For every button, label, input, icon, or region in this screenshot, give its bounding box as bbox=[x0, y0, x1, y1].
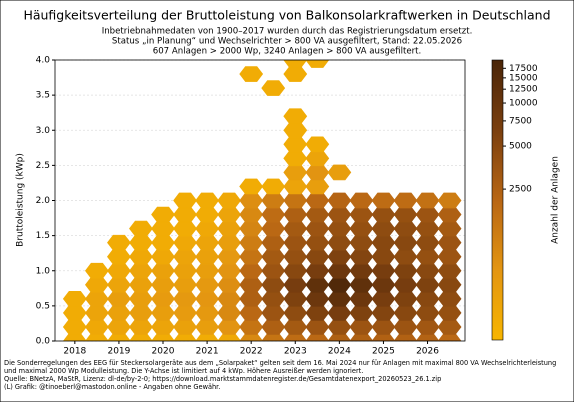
y-axis-label: Bruttoleistung (kWp) bbox=[16, 153, 26, 247]
y-tick-label: 0.5 bbox=[36, 301, 50, 311]
y-tick-label: 4.0 bbox=[36, 56, 51, 66]
subtitle: 607 Anlagen > 2000 Wp, 3240 Anlagen > 80… bbox=[153, 47, 422, 57]
x-tick-label: 2022 bbox=[240, 347, 263, 357]
subtitle: Status „in Planung“ und Wechselrichter >… bbox=[112, 37, 462, 47]
colorbar-tick-label: 5000 bbox=[509, 142, 532, 152]
x-tick-label: 2021 bbox=[196, 347, 219, 357]
x-tick-label: 2025 bbox=[372, 347, 395, 357]
footnote: und maximal 2000 Wp Modulleistung. Die Y… bbox=[4, 367, 363, 375]
colorbar bbox=[491, 59, 504, 341]
colorbar-tick-label: 12500 bbox=[509, 85, 538, 95]
colorbar-tick-label: 7500 bbox=[509, 116, 532, 126]
y-tick-label: 3.5 bbox=[36, 91, 50, 101]
colorbar-tick-label: 17500 bbox=[509, 64, 538, 74]
x-tick-label: 2018 bbox=[63, 347, 86, 357]
footnote: (L) Grafik: @tinoeberl@mastodon.online -… bbox=[4, 383, 220, 391]
hex-cell bbox=[239, 66, 264, 82]
y-tick-label: 2.0 bbox=[36, 196, 51, 206]
x-tick-label: 2024 bbox=[328, 347, 351, 357]
footnote: Die Sonderregelungen des EEG für Stecker… bbox=[4, 359, 556, 367]
colorbar-tick-label: 2500 bbox=[509, 185, 532, 195]
x-tick-label: 2019 bbox=[107, 347, 130, 357]
y-tick-label: 1.0 bbox=[36, 266, 51, 276]
hex-cell bbox=[283, 108, 308, 125]
colorbar-tick-label: 15000 bbox=[509, 73, 538, 83]
hex-cell bbox=[327, 164, 352, 181]
subtitle: Inbetriebnahmedaten von 1900–2017 wurden… bbox=[102, 27, 473, 37]
x-tick-label: 2020 bbox=[152, 347, 175, 357]
y-tick-label: 2.5 bbox=[36, 161, 50, 171]
chart-title: Häufigkeitsverteilung der Bruttoleistung… bbox=[23, 8, 550, 23]
y-tick-label: 1.5 bbox=[36, 231, 50, 241]
hex-cell bbox=[437, 192, 462, 209]
colorbar-tick-label: 10000 bbox=[509, 99, 538, 109]
y-tick-label: 0.0 bbox=[36, 337, 51, 347]
hex-cell bbox=[305, 136, 330, 153]
hex-cell bbox=[305, 60, 330, 68]
hex-cell bbox=[261, 80, 286, 96]
colorbar-label: Anzahl der Anlagen bbox=[551, 156, 561, 244]
x-tick-label: 2023 bbox=[284, 347, 307, 357]
hex-cell bbox=[283, 60, 308, 68]
footnote: Quelle: BNetzA, MaStR, Lizenz: dl-de/by-… bbox=[4, 375, 441, 383]
y-tick-label: 3.0 bbox=[36, 126, 51, 136]
x-tick-label: 2026 bbox=[416, 347, 439, 357]
